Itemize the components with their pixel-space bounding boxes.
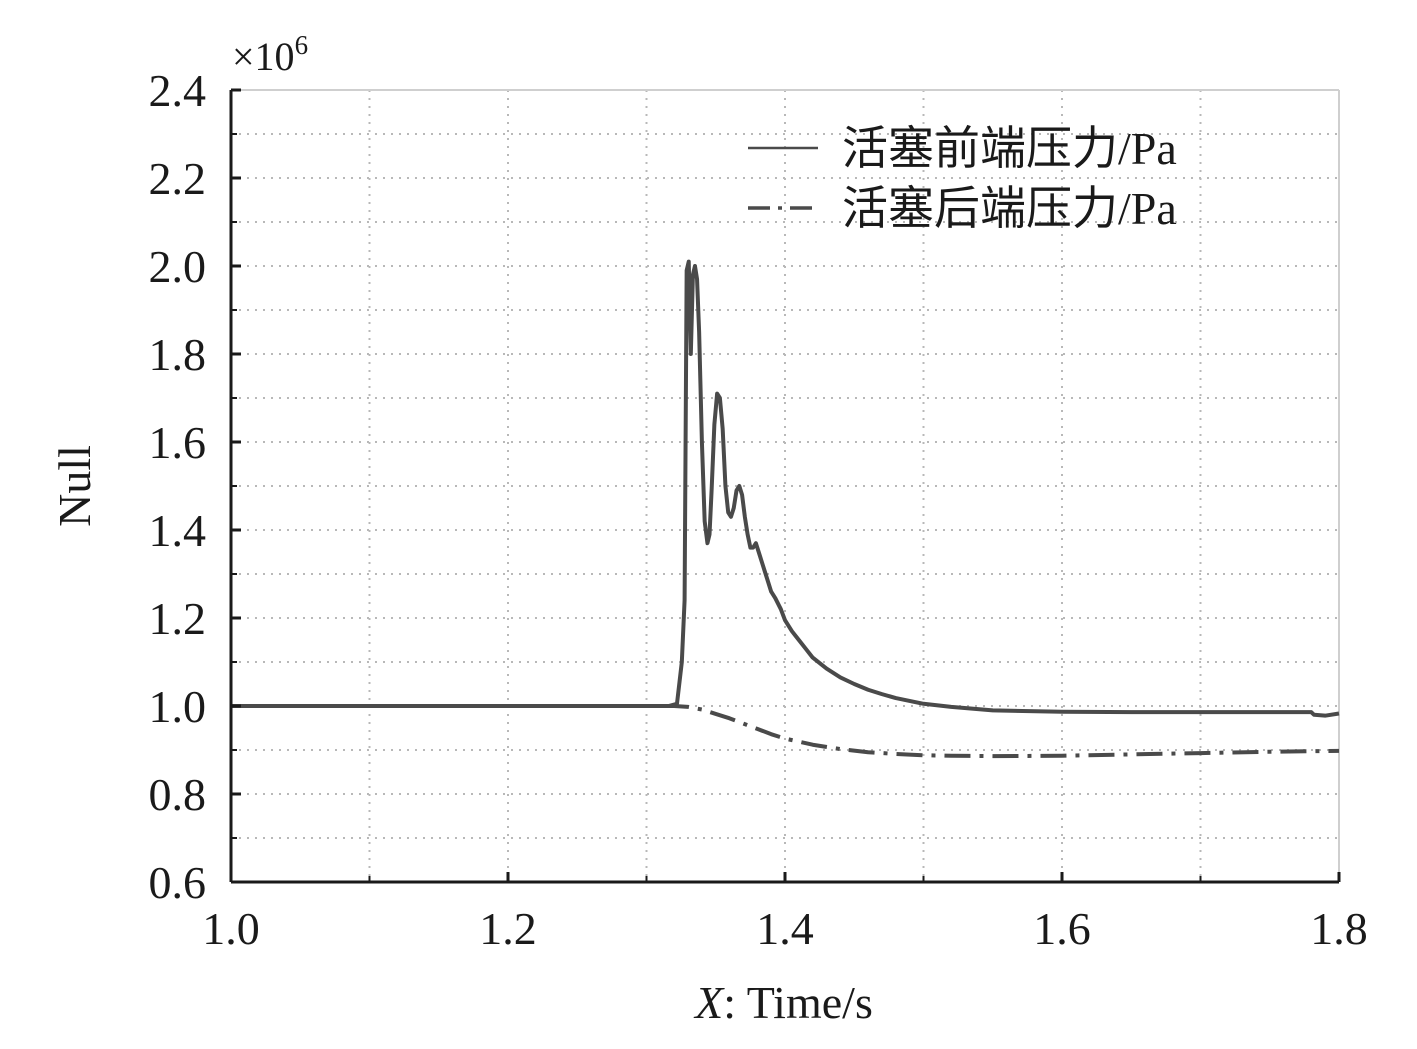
series-line-1 [231,704,1340,759]
x-axis-title: X: Time/s [693,977,873,1028]
x-tick-label: 1.2 [479,903,537,954]
y-tick-label: 2.4 [149,65,207,116]
y-axis-ticks: 0.6 0.8 1.0 1.2 1.4 1.6 1.8 2.0 2.2 2.4 [149,65,241,908]
legend-label-rear-pressure: 活塞后端压力/Pa [842,183,1177,234]
y-multiplier-base: ×10 [232,34,295,79]
legend-label-front-pressure: 活塞前端压力/Pa [842,123,1177,174]
y-multiplier-exponent: 6 [295,30,309,60]
y-tick-label: 0.6 [149,857,207,908]
legend-entry: 活塞前端压力/Pa [748,123,1177,174]
series-line-0 [231,259,1340,718]
x-tick-label: 1.4 [756,903,814,954]
series-layer [231,259,1340,759]
x-tick-label: 1.6 [1033,903,1091,954]
y-axis-title: Null [49,445,100,527]
y-tick-label: 2.2 [149,153,207,204]
x-axis-title-text: : Time/s [723,977,873,1028]
x-axis-ticks: 1.0 1.2 1.4 1.6 1.8 [202,872,1368,954]
y-tick-label: 1.8 [149,329,207,380]
y-tick-label: 1.4 [149,505,207,556]
y-tick-label: 2.0 [149,241,207,292]
x-tick-label: 1.0 [202,903,260,954]
legend-entry: 活塞后端压力/Pa [748,183,1177,234]
y-axis-multiplier: ×106 [232,30,308,79]
y-tick-label: 1.0 [149,681,207,732]
y-tick-label: 0.8 [149,769,207,820]
x-tick-label: 1.8 [1310,903,1368,954]
legend: 活塞前端压力/Pa 活塞后端压力/Pa [748,123,1177,234]
y-tick-label: 1.6 [149,417,207,468]
x-axis-title-variable: X [693,977,725,1028]
y-tick-label: 1.2 [149,593,207,644]
